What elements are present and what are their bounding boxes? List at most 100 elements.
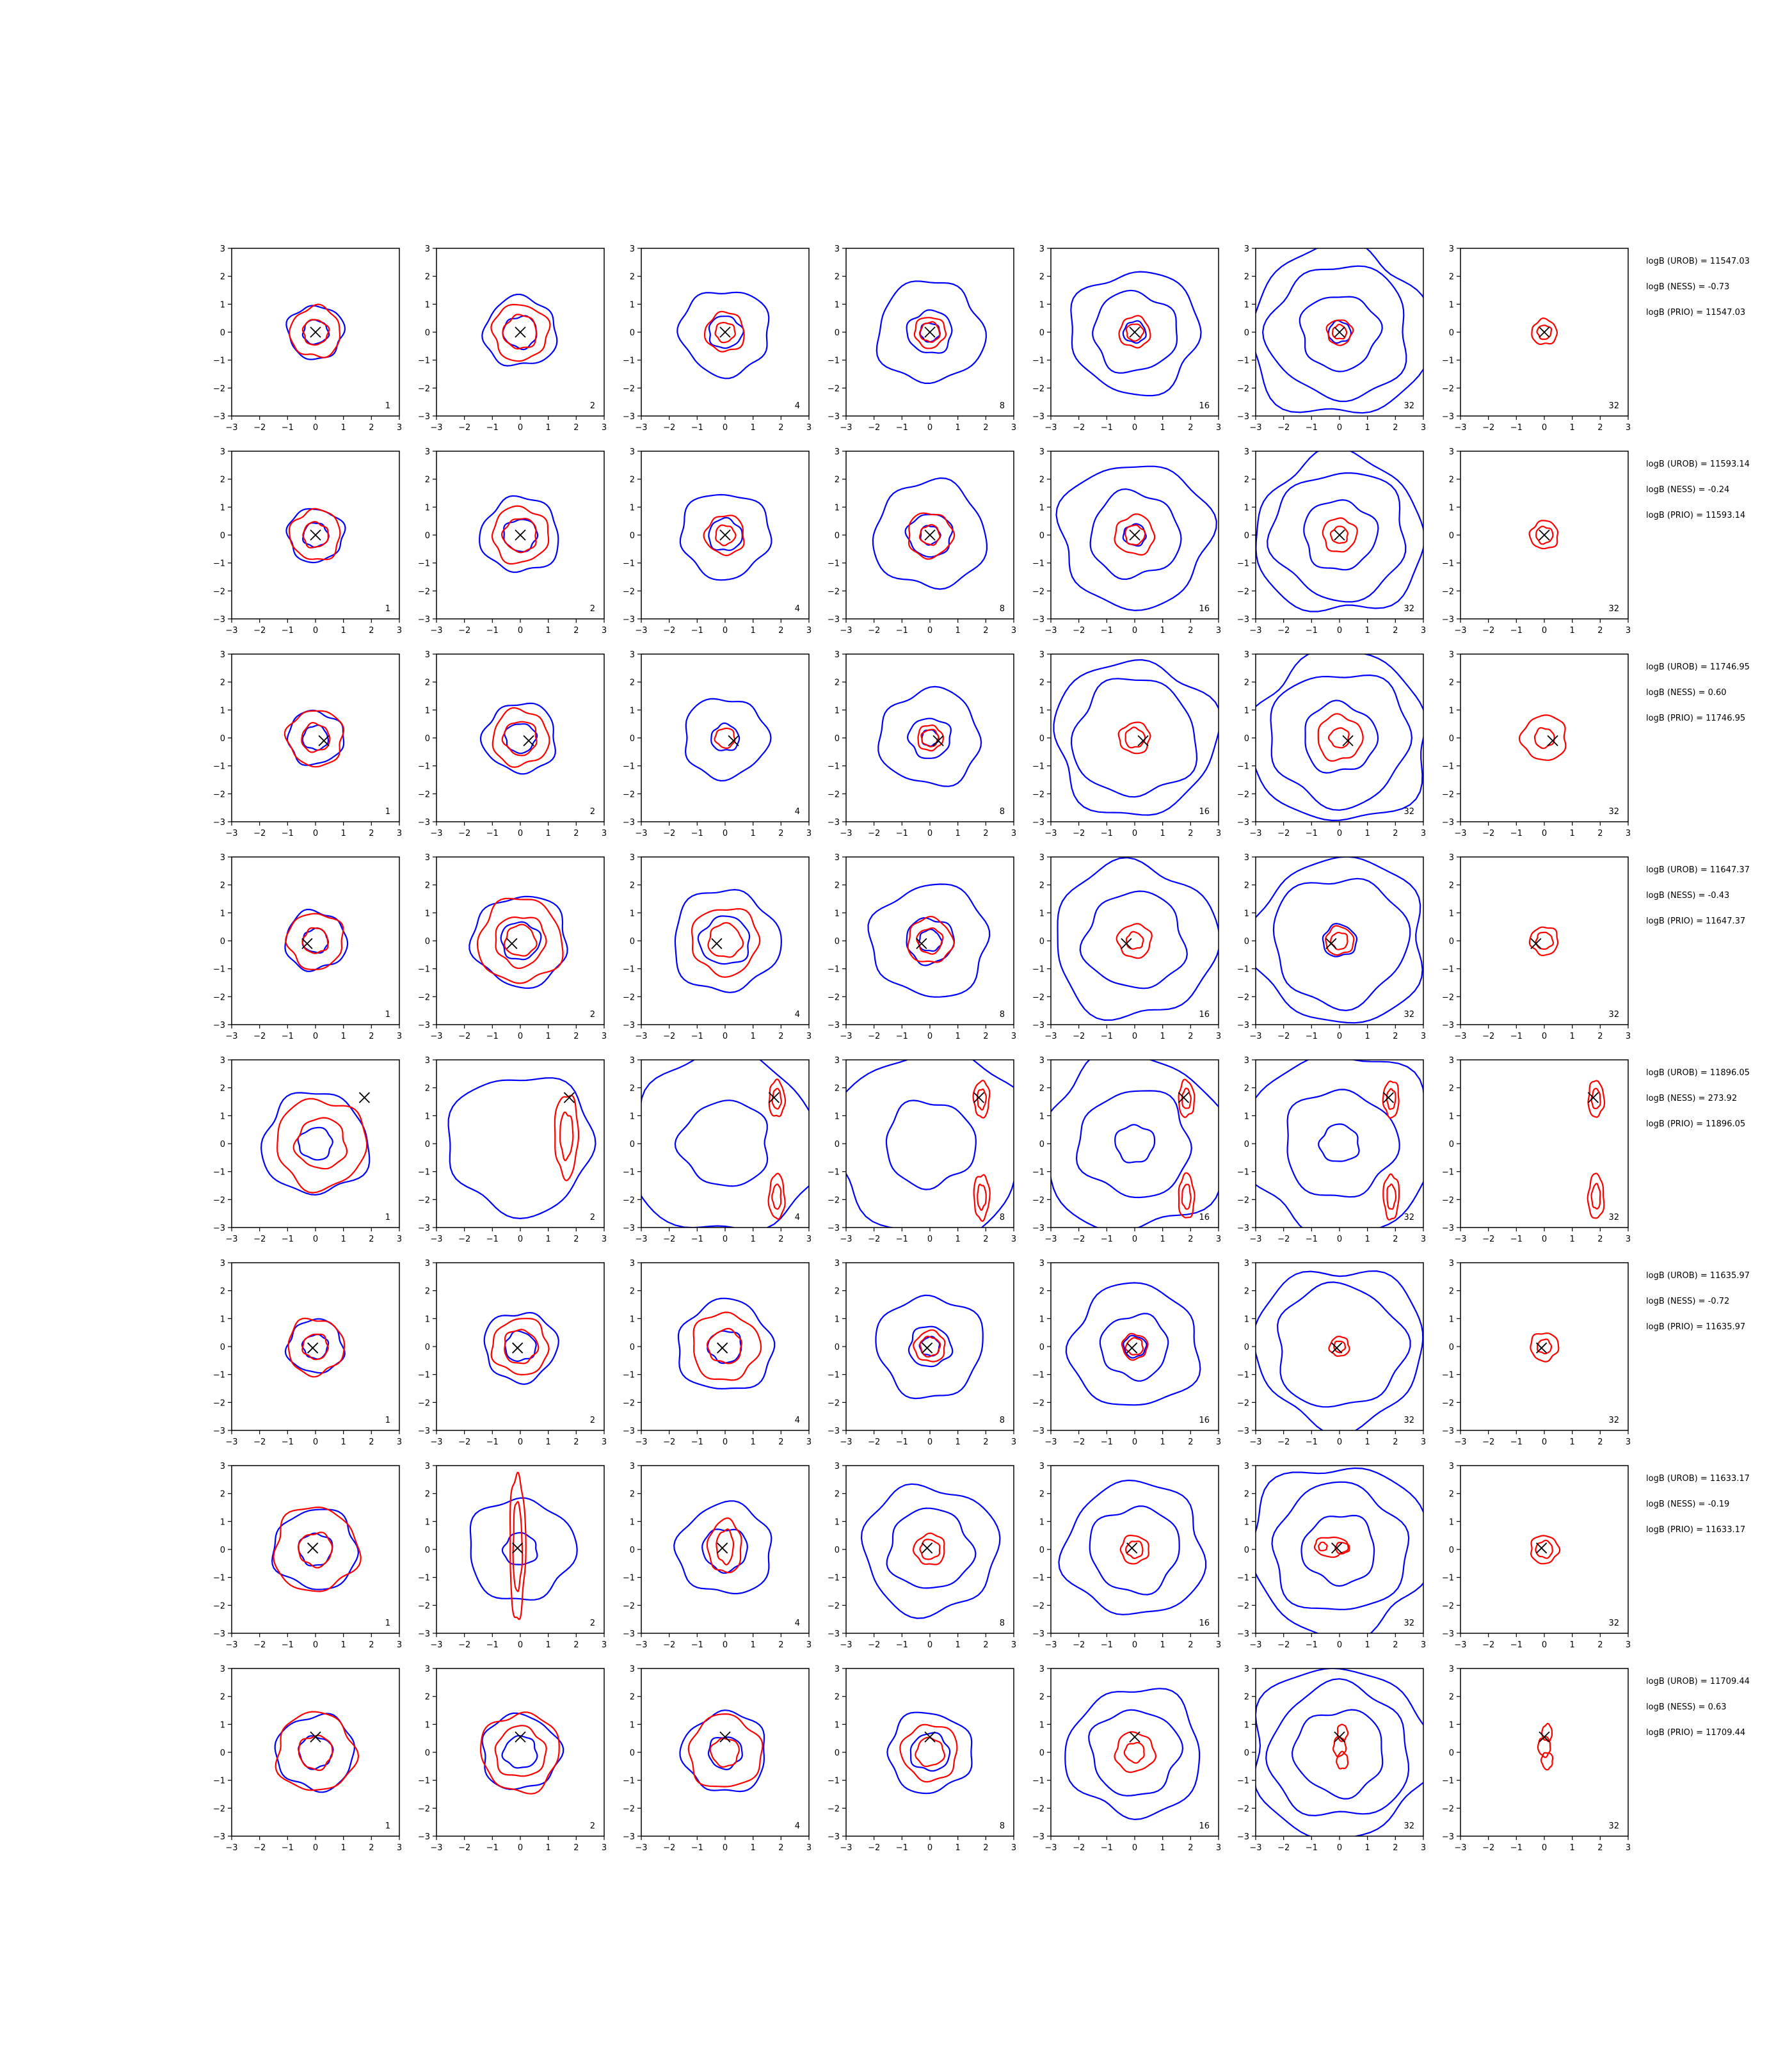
mode-marker xyxy=(310,529,321,541)
subplot-r3-c2: −3 −2 −1 0 1 2 3 −3 −2 −1 0 1 2 3 2 xyxy=(418,650,607,838)
x-tick-label: 3 xyxy=(1626,1235,1631,1244)
y-tick-label: 2 xyxy=(425,1693,430,1702)
y-tick-label: −3 xyxy=(623,1021,635,1030)
y-tick-label: 3 xyxy=(630,244,635,254)
subplot-r8-c7: −3 −2 −1 0 1 2 3 −3 −2 −1 0 1 2 3 32 xyxy=(1442,1665,1631,1853)
mode-marker xyxy=(921,1542,933,1554)
subplot-r4-c4: −3 −2 −1 0 1 2 3 −3 −2 −1 0 1 2 3 8 xyxy=(828,853,1016,1041)
blue-contour xyxy=(1123,1334,1148,1359)
x-tick-label: 0 xyxy=(1132,626,1137,636)
logB-urob-label: logB (UROB) = 11746.95 xyxy=(1646,662,1750,672)
x-tick-label: −2 xyxy=(458,626,470,636)
x-tick-label: 3 xyxy=(1216,626,1221,636)
y-tick-label: −2 xyxy=(1442,1398,1454,1408)
panel-count-label: 4 xyxy=(795,1416,800,1425)
panel-count-label: 8 xyxy=(1000,401,1005,411)
blue-contour xyxy=(641,1060,809,1228)
y-tick-label: 1 xyxy=(1039,503,1044,513)
x-tick-label: 3 xyxy=(1421,423,1426,433)
x-tick-label: 1 xyxy=(546,1640,551,1650)
x-tick-label: 3 xyxy=(602,423,607,433)
x-tick-label: 0 xyxy=(723,626,728,636)
blue-contour xyxy=(1058,1479,1207,1615)
panel-count-label: 32 xyxy=(1608,1821,1619,1831)
x-tick-label: −3 xyxy=(225,1843,237,1853)
red-contour xyxy=(492,505,550,565)
axes-frame xyxy=(231,653,400,822)
y-tick-label: 0 xyxy=(835,1546,840,1555)
y-tick-label: 2 xyxy=(425,881,430,891)
x-tick-label: −3 xyxy=(225,626,237,636)
mode-marker xyxy=(511,1542,524,1554)
x-tick-label: 0 xyxy=(1337,423,1342,433)
mode-marker xyxy=(719,1731,731,1743)
x-tick-label: 2 xyxy=(369,626,374,636)
logB-ness-label: logB (NESS) = -0.43 xyxy=(1646,891,1729,900)
y-tick-label: −2 xyxy=(828,587,840,596)
x-tick-label: 0 xyxy=(1542,1235,1547,1244)
y-tick-label: −1 xyxy=(1032,559,1044,569)
logB-annotations: logB (UROB) = 11635.97 logB (NESS) = -0.7… xyxy=(1646,1271,1750,1332)
red-contour xyxy=(1333,1340,1346,1354)
x-tick-label: 0 xyxy=(927,1032,932,1041)
y-tick-label: −2 xyxy=(418,1196,430,1205)
y-tick-label: −1 xyxy=(623,1777,635,1786)
red-contour xyxy=(500,518,537,554)
y-tick-label: 1 xyxy=(835,1720,840,1730)
blue-contour xyxy=(1256,248,1423,414)
contour-layer xyxy=(875,1294,984,1400)
logB-annotations: logB (UROB) = 11746.95 logB (NESS) = 0.60… xyxy=(1646,662,1750,723)
x-tick-label: 0 xyxy=(1337,1235,1342,1244)
y-tick-label: −2 xyxy=(213,790,225,799)
y-tick-label: 0 xyxy=(220,1343,225,1352)
blue-contour xyxy=(679,1709,765,1793)
x-tick-label: 1 xyxy=(1570,423,1575,433)
y-tick-label: −2 xyxy=(1442,790,1454,799)
x-tick-label: −3 xyxy=(430,1640,442,1650)
x-tick-label: −3 xyxy=(1454,423,1466,433)
y-tick-label: −3 xyxy=(213,1832,225,1842)
x-tick-label: 3 xyxy=(1421,1437,1426,1447)
mode-marker xyxy=(563,1092,575,1103)
blue-contour xyxy=(906,717,952,759)
x-tick-label: 1 xyxy=(1365,1843,1370,1853)
blue-contour xyxy=(1256,857,1423,1024)
y-tick-label: −3 xyxy=(623,1224,635,1233)
y-tick-label: −3 xyxy=(1442,1832,1454,1842)
blue-contour xyxy=(287,709,345,766)
x-tick-label: −3 xyxy=(225,829,237,838)
blue-contour xyxy=(479,495,559,573)
x-tick-label: 1 xyxy=(1365,1437,1370,1447)
contour-layer xyxy=(285,508,346,564)
y-tick-label: −1 xyxy=(828,965,840,975)
x-tick-label: 1 xyxy=(956,1032,961,1041)
contour-layer xyxy=(468,895,568,989)
x-tick-label: 1 xyxy=(546,423,551,433)
subplot-r5-c4: −3 −2 −1 0 1 2 3 −3 −2 −1 0 1 2 3 8 xyxy=(828,1056,1016,1244)
x-tick-label: −2 xyxy=(1482,1032,1494,1041)
blue-contour xyxy=(676,291,770,380)
y-tick-label: 1 xyxy=(1244,706,1249,716)
x-tick-label: 1 xyxy=(956,1640,961,1650)
y-tick-label: −3 xyxy=(1237,1224,1249,1233)
x-tick-label: 0 xyxy=(1337,626,1342,636)
red-contour xyxy=(490,303,551,362)
x-tick-label: 3 xyxy=(806,1843,812,1853)
contour-layer xyxy=(677,1297,776,1390)
x-tick-label: −1 xyxy=(1101,829,1113,838)
x-tick-label: −1 xyxy=(1101,1437,1113,1447)
panel-count-label: 16 xyxy=(1199,807,1210,817)
y-tick-label: 2 xyxy=(1449,1490,1454,1500)
red-contour xyxy=(1325,925,1355,956)
x-tick-label: −3 xyxy=(840,1437,852,1447)
x-tick-label: 1 xyxy=(1160,1032,1165,1041)
contour-layer xyxy=(1256,1270,1423,1430)
y-tick-label: 3 xyxy=(1039,1665,1044,1674)
x-tick-label: −3 xyxy=(840,423,852,433)
x-tick-label: 3 xyxy=(602,1640,607,1650)
y-tick-label: −2 xyxy=(1237,1398,1249,1408)
y-tick-label: −3 xyxy=(1442,412,1454,422)
x-tick-label: −1 xyxy=(486,423,499,433)
x-tick-label: 2 xyxy=(778,829,783,838)
y-tick-label: 0 xyxy=(425,734,430,744)
